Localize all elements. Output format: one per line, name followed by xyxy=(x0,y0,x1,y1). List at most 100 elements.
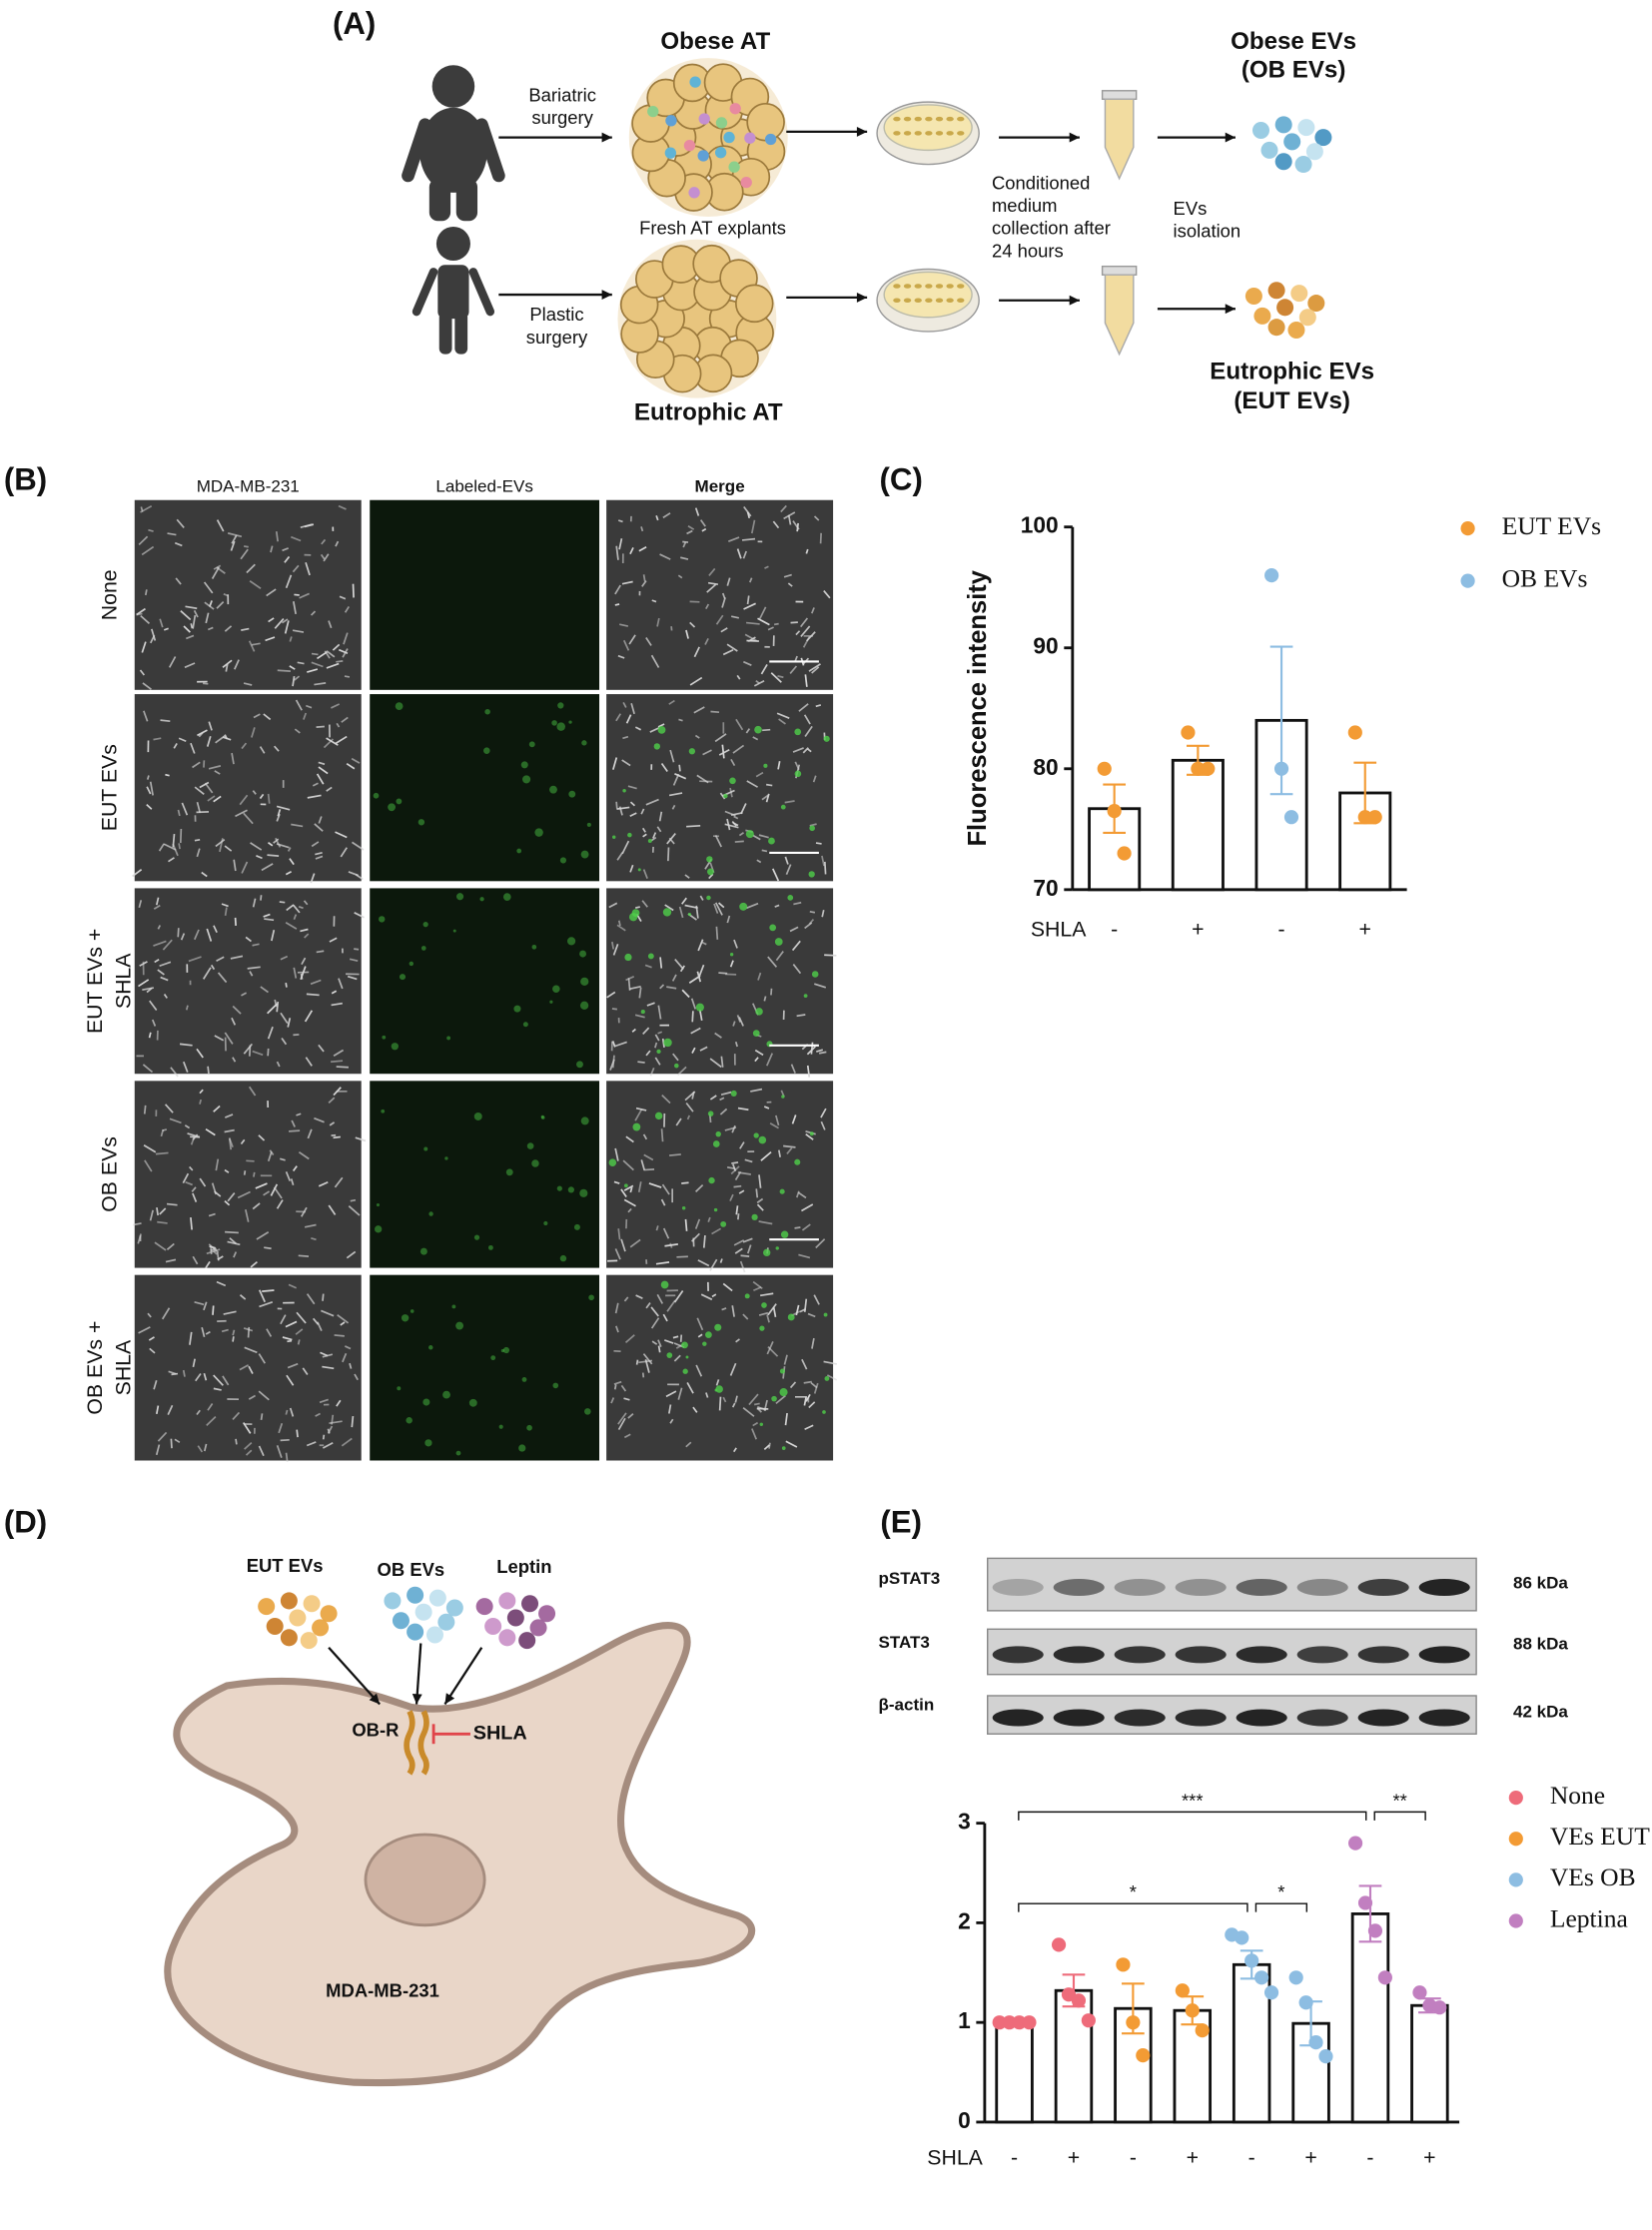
cell-stroke xyxy=(159,1207,167,1215)
vesicle xyxy=(1251,121,1269,140)
cell-stroke xyxy=(237,1190,251,1199)
cell-stroke xyxy=(807,1312,816,1318)
x-tick-label: + xyxy=(1187,2145,1199,2169)
cell-stroke xyxy=(203,1443,208,1452)
y-tick-label: 1 xyxy=(958,2007,971,2033)
cell-stroke xyxy=(757,1406,767,1411)
ev-signal xyxy=(522,775,531,784)
blot-band xyxy=(1053,1578,1105,1596)
cell-stroke xyxy=(650,654,660,668)
cell-stroke xyxy=(743,505,752,517)
cell-stroke xyxy=(651,1340,658,1345)
cell-stroke xyxy=(682,541,687,548)
cell-stroke xyxy=(709,1095,717,1101)
blot-label: pSTAT3 xyxy=(878,1569,940,1588)
cell-stroke xyxy=(730,758,736,767)
immune-cell xyxy=(740,176,752,189)
cell-stroke xyxy=(620,1188,627,1197)
cell-stroke xyxy=(293,967,298,979)
cell-stroke xyxy=(758,1311,769,1316)
cell-stroke xyxy=(652,832,657,839)
cell-stroke xyxy=(183,625,191,633)
cell-stroke xyxy=(694,734,700,739)
cell-stroke xyxy=(194,929,200,941)
cell-stroke xyxy=(760,1150,772,1161)
cell-stroke xyxy=(726,643,738,652)
cell-stroke xyxy=(719,1108,728,1115)
x-tick-label: - xyxy=(1130,2145,1137,2169)
cell-stroke xyxy=(244,1441,253,1450)
cell-stroke xyxy=(693,706,705,714)
cell-stroke xyxy=(622,701,627,708)
cell-stroke xyxy=(253,1171,256,1177)
cell-stroke xyxy=(316,950,325,954)
x-tick-label: - xyxy=(1011,2145,1018,2169)
data-point xyxy=(1432,2000,1447,2015)
cell-stroke xyxy=(282,1336,293,1341)
cell-stroke xyxy=(642,833,647,838)
legend-marker xyxy=(1508,1791,1523,1806)
vesicle xyxy=(1260,141,1278,159)
ev-signal xyxy=(739,902,748,911)
cell-stroke xyxy=(756,859,762,864)
cell-stroke xyxy=(307,794,322,799)
cell-stroke xyxy=(756,1203,764,1211)
cell-stroke xyxy=(297,1339,301,1345)
ev-signal xyxy=(654,1112,663,1120)
cell-stroke xyxy=(645,798,659,806)
cell-stroke xyxy=(342,648,349,658)
ev-signal xyxy=(754,725,762,734)
ev-signal xyxy=(759,1422,764,1427)
cell-stroke xyxy=(291,823,304,828)
cell-stroke xyxy=(738,832,745,837)
cell-stroke xyxy=(140,615,151,625)
cell-stroke xyxy=(726,577,731,586)
cell-stroke xyxy=(660,1198,666,1206)
cell-stroke xyxy=(754,1049,764,1057)
arrow xyxy=(443,1647,483,1706)
cell-stroke xyxy=(640,808,645,815)
cell-stroke xyxy=(715,926,719,940)
cell-stroke xyxy=(312,782,319,787)
cell-stroke xyxy=(235,1438,238,1445)
data-point xyxy=(1071,1993,1087,2008)
cell-stroke xyxy=(346,1250,357,1259)
cell-stroke xyxy=(291,535,302,542)
data-point xyxy=(1051,1937,1067,1952)
cell-stroke xyxy=(197,1445,204,1453)
cell-stroke xyxy=(266,588,277,597)
cell-stroke xyxy=(638,545,647,552)
cell-stroke xyxy=(627,1207,632,1213)
cell-stroke xyxy=(163,627,169,631)
cell-stroke xyxy=(159,618,164,628)
cell-stroke xyxy=(315,851,323,856)
cell-stroke xyxy=(635,1359,639,1365)
cell-stroke xyxy=(248,640,256,652)
ev-signal xyxy=(808,871,815,878)
cell-stroke xyxy=(231,534,238,544)
cell-stroke xyxy=(662,1227,670,1239)
cell-stroke xyxy=(155,1444,161,1456)
data-point xyxy=(1347,725,1362,740)
cell-stroke xyxy=(207,1066,210,1075)
cell-stroke xyxy=(298,905,304,910)
cell-stroke xyxy=(273,1186,283,1199)
cell-stroke xyxy=(767,1303,777,1316)
person-icon xyxy=(431,65,475,108)
ev-signal xyxy=(781,1446,786,1450)
cell-stroke xyxy=(213,795,222,803)
cell-stroke xyxy=(657,1339,662,1347)
cell-stroke xyxy=(256,1231,270,1240)
immune-cell xyxy=(729,103,741,115)
cell-stroke xyxy=(205,1330,211,1335)
cell-stroke xyxy=(735,1205,739,1215)
cell-stroke xyxy=(645,637,652,646)
significance-label: *** xyxy=(1182,1790,1204,1811)
cell-stroke xyxy=(304,933,310,939)
cell-stroke xyxy=(697,1259,710,1267)
ev-signal xyxy=(787,895,794,901)
ev-signal xyxy=(803,994,808,999)
blot-band xyxy=(1114,1646,1166,1664)
arrow-head xyxy=(856,126,868,137)
